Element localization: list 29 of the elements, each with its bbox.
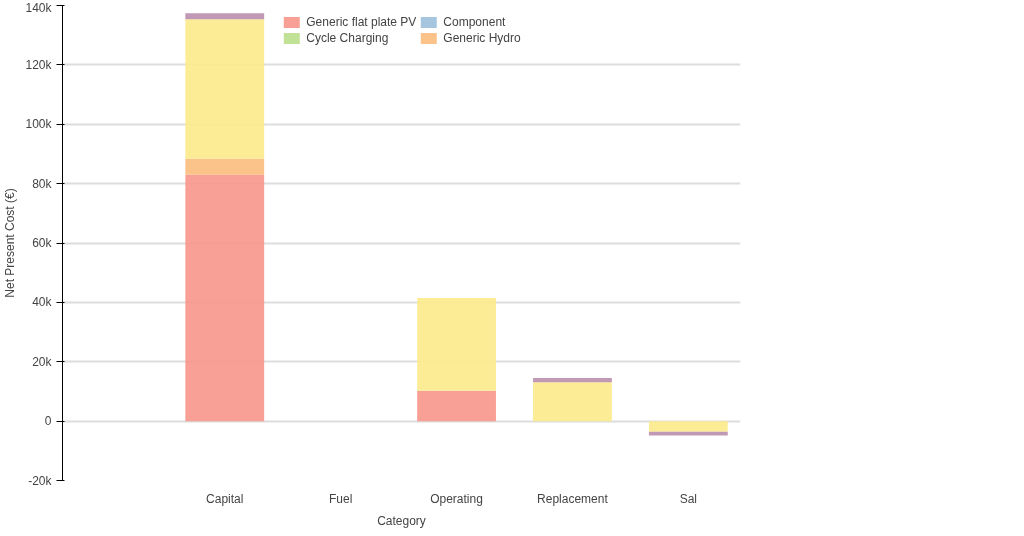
bar bbox=[417, 390, 496, 422]
y-tick-label: 80k bbox=[32, 176, 53, 191]
bar bbox=[648, 421, 728, 432]
bar bbox=[533, 378, 612, 383]
legend-label: Component bbox=[443, 15, 506, 29]
x-tick-label: Operating bbox=[430, 491, 483, 506]
legend-label: Cycle Charging bbox=[306, 31, 389, 45]
y-tick-label: 20k bbox=[32, 354, 53, 369]
legend-label: Generic flat plate PV bbox=[306, 15, 417, 29]
y-tick-label: 120k bbox=[25, 57, 53, 72]
bar bbox=[185, 13, 265, 20]
bar bbox=[185, 19, 265, 159]
x-tick-label: Capital bbox=[206, 491, 244, 506]
x-axis-title: Category bbox=[377, 513, 426, 528]
bar bbox=[185, 174, 265, 422]
y-tick-label: 100k bbox=[25, 117, 53, 132]
y-tick-label: 140k bbox=[25, 0, 53, 15]
x-tick-label: Sal bbox=[679, 491, 698, 506]
bar bbox=[417, 297, 496, 391]
y-axis-title: Net Present Cost (€) bbox=[3, 188, 18, 298]
y-tick-label: 40k bbox=[32, 295, 53, 310]
legend-label: Generic Hydro bbox=[443, 31, 521, 45]
y-tick-label: 60k bbox=[32, 236, 53, 250]
x-tick-label: Fuel bbox=[328, 491, 353, 506]
y-tick-label: 0 bbox=[44, 414, 52, 429]
y-tick-label: -20k bbox=[28, 473, 53, 488]
x-tick-label: Replacement bbox=[537, 491, 609, 506]
bar bbox=[185, 158, 265, 175]
bar bbox=[533, 382, 612, 422]
